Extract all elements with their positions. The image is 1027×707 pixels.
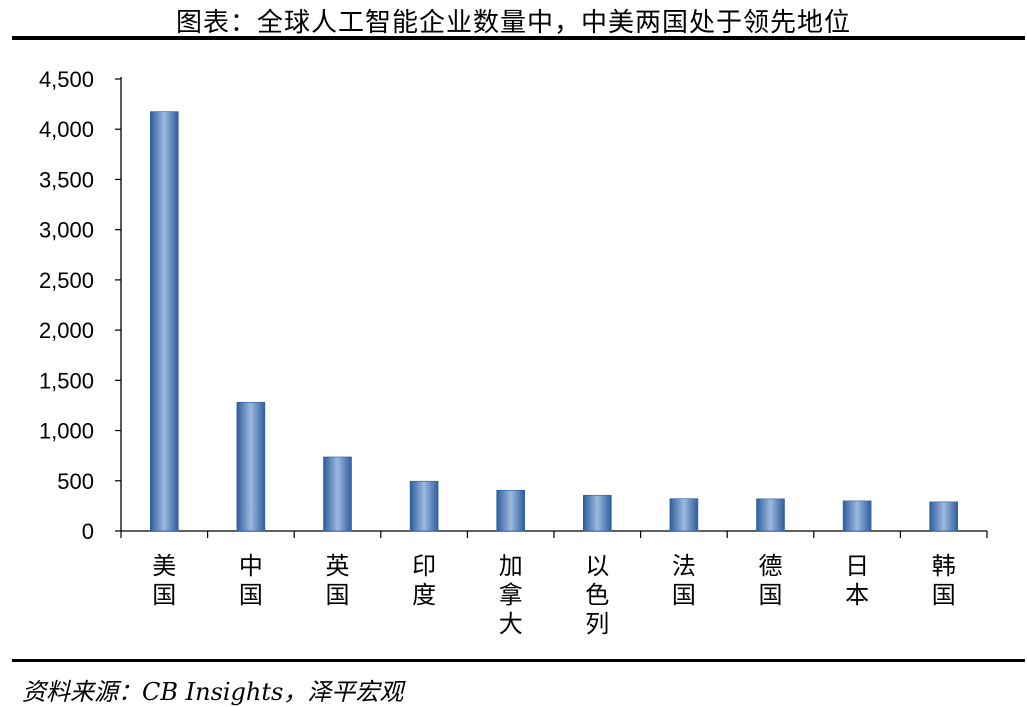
y-tick-label: 500 bbox=[57, 469, 94, 494]
y-tick-label: 4,500 bbox=[39, 67, 94, 92]
source-rule bbox=[12, 659, 1025, 662]
title-rule bbox=[12, 36, 1025, 40]
y-tick-label: 1,500 bbox=[39, 368, 94, 393]
bar-7 bbox=[756, 498, 785, 532]
bar-0 bbox=[150, 111, 179, 532]
bar-4 bbox=[496, 489, 526, 532]
y-tick-label: 4,000 bbox=[39, 117, 94, 142]
x-tick-label: 日本 bbox=[845, 552, 869, 609]
y-tick-label: 1,000 bbox=[39, 419, 94, 444]
y-tick-label: 2,000 bbox=[39, 318, 94, 343]
bar-9 bbox=[929, 501, 959, 532]
x-tick-label: 美国 bbox=[152, 552, 176, 609]
x-tick-label: 法国 bbox=[672, 552, 696, 609]
bar-8 bbox=[842, 500, 872, 532]
x-tick-label: 韩国 bbox=[932, 552, 956, 609]
y-tick-label: 3,500 bbox=[39, 167, 94, 192]
chart-title: 图表：全球人工智能企业数量中，中美两国处于领先地位 bbox=[175, 8, 851, 38]
x-tick-label: 加拿大 bbox=[499, 552, 523, 638]
bar-chart: 0 500 1,000 1,500 2,000 2,500 3,000 3,500 4,000 4… bbox=[39, 67, 988, 638]
source-note: 资料来源：CB Insights，泽平宏观 bbox=[22, 678, 404, 706]
bar-2 bbox=[323, 456, 352, 532]
x-tick-label: 印度 bbox=[412, 552, 436, 609]
x-tick-label: 以色列 bbox=[585, 552, 609, 638]
bar-5 bbox=[582, 494, 612, 532]
y-tick-label: 3,000 bbox=[39, 218, 94, 243]
bar-1 bbox=[236, 401, 266, 532]
x-tick-label: 中国 bbox=[239, 552, 263, 609]
bar-3 bbox=[409, 480, 439, 532]
x-tick-label: 德国 bbox=[759, 552, 783, 609]
y-tick-label: 0 bbox=[82, 519, 94, 544]
y-tick-label: 2,500 bbox=[39, 268, 94, 293]
x-tick-label: 英国 bbox=[326, 552, 350, 609]
bar-6 bbox=[669, 498, 699, 532]
